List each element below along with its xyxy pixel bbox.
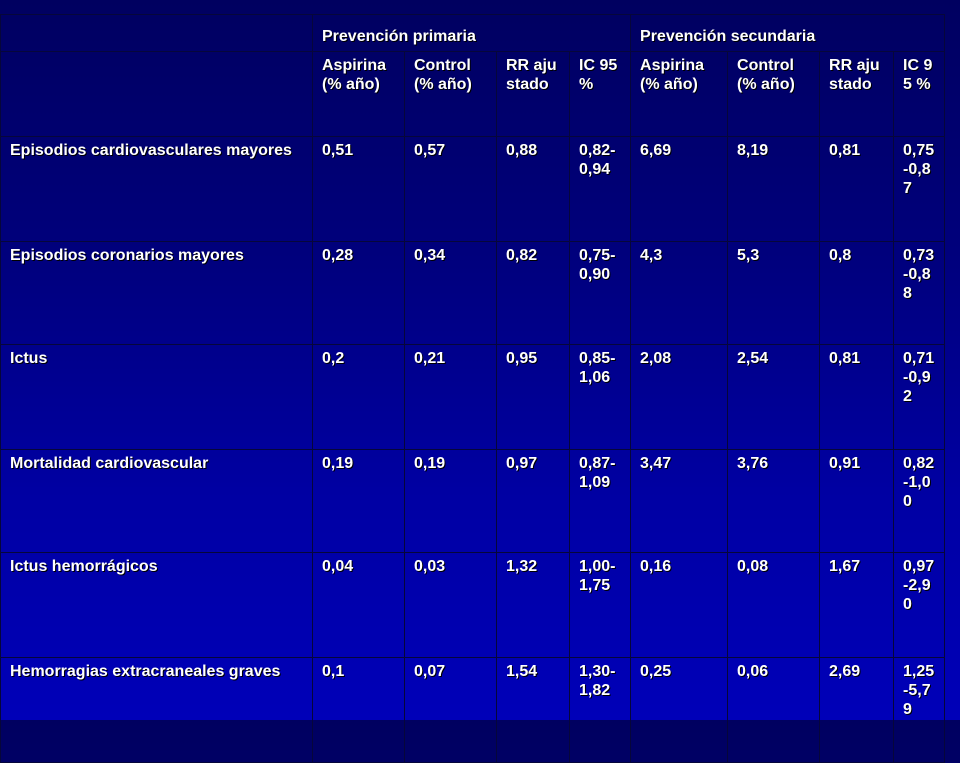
table-cell: 8,19 — [727, 136, 821, 242]
table-cell: 0,75-0,90 — [568, 241, 632, 345]
group-primary-prevention: Prevención primaria — [311, 14, 632, 52]
table-cell: 0,73-0,88 — [893, 241, 946, 345]
table-row: Mortalidad cardiovascular 0,19 0,19 0,97… — [0, 449, 946, 553]
table-cell: 2,54 — [727, 344, 821, 450]
row-label: Episodios cardiovasculares mayores — [0, 136, 313, 242]
table-cell: 5,3 — [727, 241, 821, 345]
table-cell: 0,03 — [404, 552, 497, 658]
table-cell: 0,87-1,09 — [568, 449, 632, 553]
table-cell: 0,51 — [312, 136, 405, 242]
row-label: Ictus hemorrágicos — [0, 552, 313, 658]
table-row: Ictus hemorrágicos 0,04 0,03 1,32 1,00-1… — [0, 552, 946, 658]
table-cell: 0,1 — [312, 657, 405, 763]
table-cell: 1,32 — [496, 552, 570, 658]
table-cell: 0,07 — [404, 657, 497, 763]
col-header-aspirin-secondary: Aspirina (% año) — [630, 51, 729, 137]
table-cell: 0,08 — [727, 552, 821, 658]
col-header-control-secondary: Control (% año) — [727, 51, 821, 137]
table-cell: 0,71-0,92 — [893, 344, 946, 450]
row-label: Mortalidad cardiovascular — [0, 449, 313, 553]
table-cell: 1,67 — [819, 552, 895, 658]
table-cell: 3,47 — [630, 449, 729, 553]
empty-corner-cell — [0, 14, 313, 52]
empty-label-header-cell — [0, 51, 313, 137]
table-cell: 2,69 — [819, 657, 895, 763]
group-secondary-prevention: Prevención secundaria — [630, 14, 946, 52]
table-cell: 0,82-0,94 — [568, 136, 632, 242]
column-header-row: Aspirina (% año) Control (% año) RR ajus… — [0, 51, 946, 137]
row-label: Episodios coronarios mayores — [0, 241, 313, 345]
table-cell: 0,97 — [496, 449, 570, 553]
table-cell: 0,81 — [819, 136, 895, 242]
col-header-rr-secondary: RR ajustado — [819, 51, 895, 137]
table-row: Hemorragias extracraneales graves 0,1 0,… — [0, 657, 946, 763]
table-cell: 0,85-1,06 — [568, 344, 632, 450]
table-cell: 0,95 — [496, 344, 570, 450]
table-cell: 0,34 — [404, 241, 497, 345]
col-header-control-primary: Control (% año) — [404, 51, 497, 137]
table-cell: 0,88 — [496, 136, 570, 242]
table-cell: 1,30-1,82 — [568, 657, 632, 763]
table-cell: 1,54 — [496, 657, 570, 763]
table-cell: 4,3 — [630, 241, 729, 345]
table-cell: 0,97-2,90 — [893, 552, 946, 658]
col-header-ic-secondary: IC 95 % — [893, 51, 946, 137]
group-header-row: Prevención primaria Prevención secundari… — [0, 14, 946, 52]
col-header-rr-primary: RR ajustado — [496, 51, 570, 137]
results-table: Prevención primaria Prevención secundari… — [0, 14, 946, 763]
table-cell: 0,19 — [312, 449, 405, 553]
table-row: Episodios cardiovasculares mayores 0,51 … — [0, 136, 946, 242]
table-row: Episodios coronarios mayores 0,28 0,34 0… — [0, 241, 946, 345]
table-cell: 0,21 — [404, 344, 497, 450]
table-cell: 0,04 — [312, 552, 405, 658]
table-cell: 6,69 — [630, 136, 729, 242]
table-cell: 3,76 — [727, 449, 821, 553]
col-header-ic-primary: IC 95 % — [568, 51, 632, 137]
table-cell: 2,08 — [630, 344, 729, 450]
table-cell: 0,19 — [404, 449, 497, 553]
table-cell: 0,28 — [312, 241, 405, 345]
table-cell: 0,81 — [819, 344, 895, 450]
table-row: Ictus 0,2 0,21 0,95 0,85-1,06 2,08 2,54 … — [0, 344, 946, 450]
table-cell: 0,2 — [312, 344, 405, 450]
table-cell: 0,25 — [630, 657, 729, 763]
col-header-aspirin-primary: Aspirina (% año) — [312, 51, 405, 137]
table-cell: 1,00-1,75 — [568, 552, 632, 658]
row-label: Hemorragias extracraneales graves — [0, 657, 313, 763]
table-cell: 0,16 — [630, 552, 729, 658]
table-cell: 0,82-1,00 — [893, 449, 946, 553]
table-cell: 0,57 — [404, 136, 497, 242]
table-cell: 0,82 — [496, 241, 570, 345]
table-cell: 1,25-5,79 — [893, 657, 946, 763]
table-cell: 0,8 — [819, 241, 895, 345]
table-cell: 0,06 — [727, 657, 821, 763]
row-label: Ictus — [0, 344, 313, 450]
table-cell: 0,75-0,87 — [893, 136, 946, 242]
table-cell: 0,91 — [819, 449, 895, 553]
